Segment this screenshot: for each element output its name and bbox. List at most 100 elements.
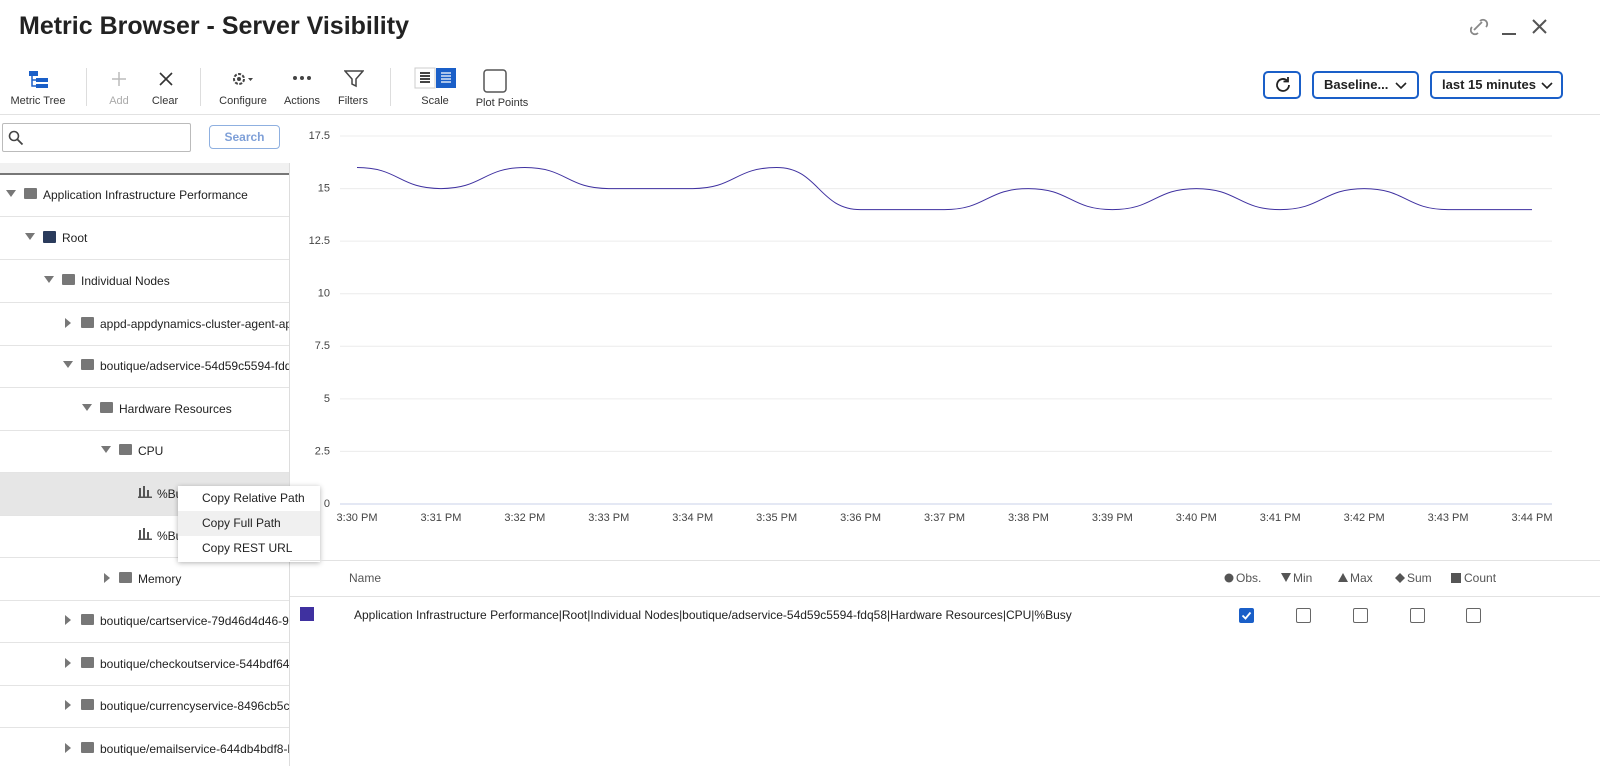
menu-item[interactable]: Copy Full Path	[178, 511, 320, 536]
count-icon	[1451, 573, 1461, 583]
tree-label: %Bu	[157, 529, 183, 543]
table-border	[290, 596, 1600, 597]
scale-toggle[interactable]	[414, 67, 458, 91]
close[interactable]	[1532, 19, 1547, 34]
x-tick-label: 3:30 PM	[337, 512, 378, 524]
tree-label: Hardware Resources	[119, 402, 232, 416]
x-tick-label: 3:31 PM	[420, 512, 461, 524]
search-button[interactable]: Search	[209, 125, 280, 149]
tree-label: boutique/currencyservice-8496cb5c7	[100, 699, 290, 713]
tree-label: Individual Nodes	[81, 274, 170, 288]
column-header[interactable]: Min	[1293, 571, 1313, 585]
column-header[interactable]: Name	[349, 571, 382, 585]
tree-label: Application Infrastructure Performance	[43, 188, 248, 202]
x-tick-label: 3:40 PM	[1176, 512, 1217, 524]
y-tick-label: 10	[318, 288, 330, 300]
min-icon	[1281, 573, 1291, 582]
tree-row[interactable]: appd-appdynamics-cluster-agent-app	[0, 303, 289, 346]
tree-label: boutique/cartservice-79d46d4d46-9b	[100, 614, 290, 628]
tree-label: appd-appdynamics-cluster-agent-app	[100, 317, 290, 331]
menu-item[interactable]: Copy REST URL	[202, 541, 293, 555]
refresh-button[interactable]	[1263, 71, 1301, 99]
plot-points-checkbox[interactable]	[483, 69, 507, 93]
x-tick-label: 3:41 PM	[1260, 512, 1301, 524]
tree-top	[0, 163, 289, 175]
search-input[interactable]	[2, 123, 191, 152]
add-icon	[112, 72, 126, 86]
dropdown-text: last 15 minutes	[1442, 77, 1536, 92]
separator	[390, 68, 391, 106]
column-header[interactable]: Obs.	[1236, 571, 1262, 585]
min-checkbox[interactable]	[1296, 608, 1311, 623]
actions-icon[interactable]	[292, 74, 312, 82]
tree-row[interactable]: boutique/cartservice-79d46d4d46-9b	[0, 600, 289, 643]
dropdown-text: Baseline...	[1324, 77, 1389, 92]
tree-label: boutique/adservice-54d59c5594-fdq5	[100, 359, 290, 373]
y-tick-label: 7.5	[315, 340, 330, 352]
menu-item[interactable]: Copy Relative Path	[202, 491, 305, 505]
tree-label: boutique/emailservice-644db4bdf8-lc	[100, 742, 290, 756]
time-range-dropdown[interactable]: last 15 minutes	[1430, 71, 1563, 99]
tree-row[interactable]: Root	[0, 217, 289, 260]
separator	[86, 68, 87, 106]
tree-label: boutique/checkoutservice-544bdf649	[100, 657, 290, 671]
tree-row[interactable]: boutique/currencyservice-8496cb5c7	[0, 685, 289, 728]
count-checkbox[interactable]	[1466, 608, 1481, 623]
sum-icon	[1395, 573, 1405, 583]
toolbar-label[interactable]: Metric Tree	[10, 95, 66, 107]
tree-label: Memory	[138, 572, 182, 586]
tree-row[interactable]: Individual Nodes	[0, 260, 289, 303]
legend-label: Application Infrastructure Performance|R…	[354, 608, 1072, 622]
x-tick-label: 3:38 PM	[1008, 512, 1049, 524]
x-tick-label: 3:44 PM	[1512, 512, 1553, 524]
tree-row[interactable]: boutique/checkoutservice-544bdf649	[0, 643, 289, 686]
toolbar-label[interactable]: Clear	[151, 95, 179, 107]
column-header[interactable]: Sum	[1407, 571, 1432, 585]
x-tick-label: 3:39 PM	[1092, 512, 1133, 524]
separator	[200, 68, 201, 106]
max-checkbox[interactable]	[1353, 608, 1368, 623]
metric-tree: Application Infrastructure Performance R…	[0, 163, 290, 766]
x-tick-label: 3:34 PM	[672, 512, 713, 524]
configure-icon[interactable]	[231, 71, 255, 87]
x-tick-label: 3:36 PM	[840, 512, 881, 524]
y-tick-label: 0	[324, 498, 330, 510]
baseline-dropdown[interactable]: Baseline...	[1312, 71, 1419, 99]
x-tick-label: 3:33 PM	[588, 512, 629, 524]
tree-label: Root	[62, 231, 88, 245]
column-header[interactable]: Max	[1350, 571, 1373, 585]
y-tick-label: 5	[324, 393, 330, 405]
tree-label: CPU	[138, 444, 164, 458]
table-border	[290, 560, 1600, 561]
toolbar-label: Add	[109, 95, 129, 107]
y-tick-label: 12.5	[309, 235, 330, 247]
tree-row[interactable]: Hardware Resources	[0, 388, 289, 431]
toolbar-label[interactable]: Actions	[283, 95, 321, 107]
clear-icon[interactable]	[158, 71, 174, 87]
tree-row[interactable]: boutique/adservice-54d59c5594-fdq5	[0, 345, 289, 388]
max-icon	[1338, 573, 1348, 582]
toolbar-label[interactable]: Scale	[421, 95, 449, 107]
obs-checkbox[interactable]	[1239, 608, 1254, 623]
toolbar-label[interactable]: Plot Points	[475, 97, 529, 109]
column-header[interactable]: Count	[1464, 571, 1497, 585]
chart: 0 2.5 5 7.5 10 12.5 15 17.5 3:30 PM 3:31 PM 3:32 P…	[309, 130, 1553, 524]
x-tick-label: 3:35 PM	[756, 512, 797, 524]
toolbar-border	[0, 114, 1600, 115]
link-icon[interactable]	[1470, 18, 1489, 36]
y-tick-label: 17.5	[309, 130, 330, 142]
tree-row[interactable]: Application Infrastructure Performance	[0, 174, 289, 217]
toolbar-label[interactable]: Filters	[338, 95, 368, 107]
x-tick-label: 3:37 PM	[924, 512, 965, 524]
filters-icon[interactable]	[344, 70, 364, 88]
tree-row[interactable]: Memory	[0, 558, 289, 601]
sum-checkbox[interactable]	[1410, 608, 1425, 623]
metric-tree-icon[interactable]	[28, 70, 50, 90]
tree-row[interactable]: %Bu	[0, 515, 289, 558]
tree-row[interactable]: boutique/emailservice-644db4bdf8-lc	[0, 728, 289, 766]
toolbar-label[interactable]: Configure	[219, 95, 267, 107]
context-menu: Copy Relative Path Copy Full Path Copy R…	[178, 486, 320, 562]
tree-row[interactable]: CPU	[0, 430, 289, 473]
y-tick-label: 2.5	[315, 445, 330, 457]
